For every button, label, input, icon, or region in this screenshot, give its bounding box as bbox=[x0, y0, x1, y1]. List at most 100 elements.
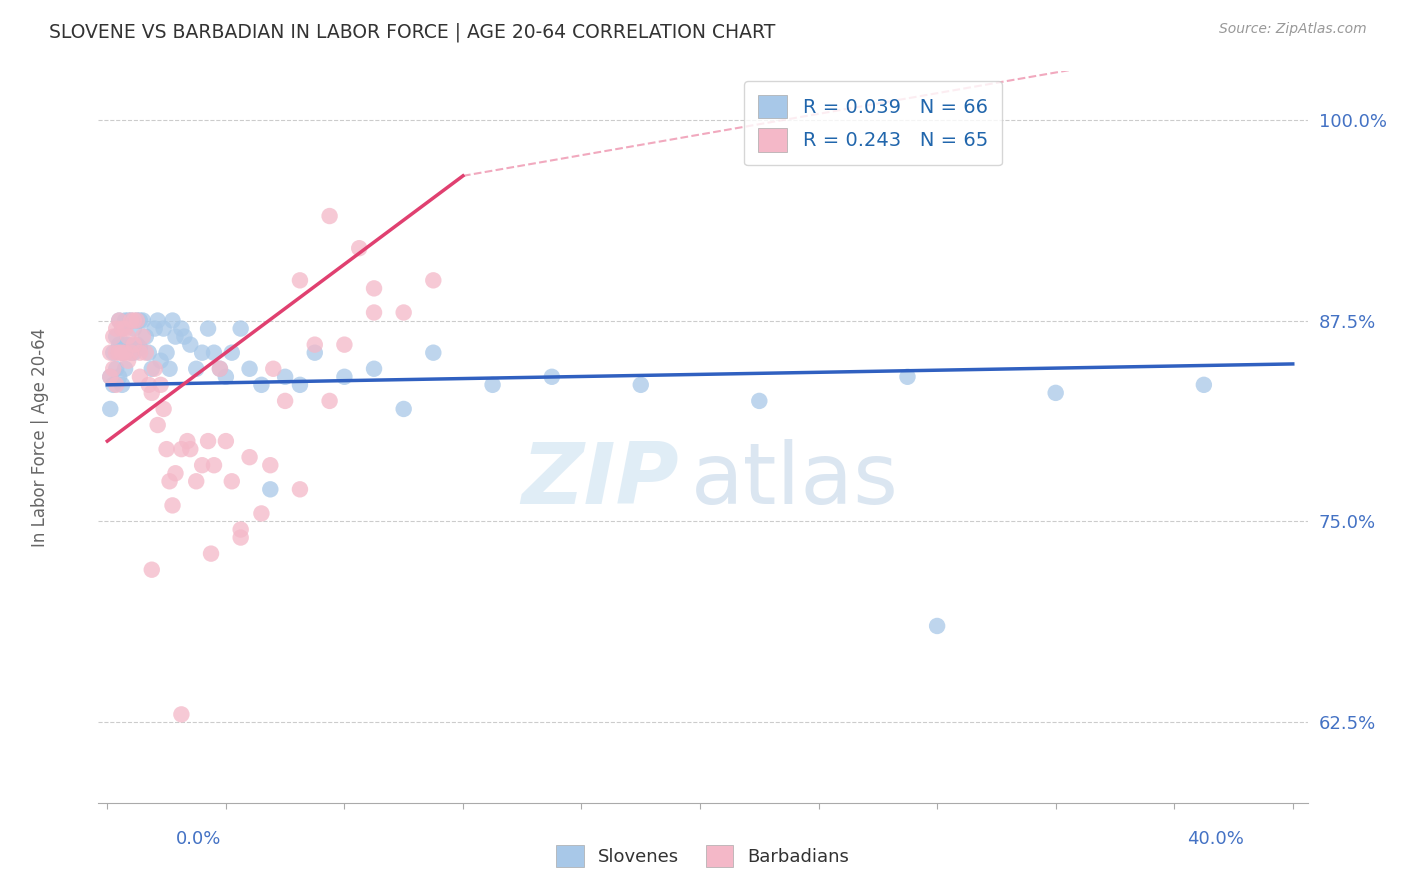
Point bbox=[105, 329, 128, 343]
Point bbox=[1045, 385, 1067, 400]
Point bbox=[1192, 377, 1215, 392]
Point bbox=[170, 707, 193, 722]
Point bbox=[927, 619, 949, 633]
Point bbox=[229, 531, 252, 545]
Point bbox=[274, 393, 297, 408]
Point bbox=[146, 313, 169, 327]
Point bbox=[262, 361, 284, 376]
Point bbox=[120, 345, 142, 359]
Point bbox=[191, 458, 214, 473]
Point bbox=[215, 434, 238, 449]
Point bbox=[117, 337, 139, 351]
Point bbox=[129, 313, 152, 327]
Point bbox=[239, 450, 262, 465]
Point bbox=[155, 442, 177, 457]
Point bbox=[120, 313, 142, 327]
Point bbox=[103, 345, 125, 359]
Point bbox=[111, 345, 134, 359]
Text: Source: ZipAtlas.com: Source: ZipAtlas.com bbox=[1219, 22, 1367, 37]
Point bbox=[141, 385, 163, 400]
Legend: Slovenes, Barbadians: Slovenes, Barbadians bbox=[550, 838, 856, 874]
Point bbox=[149, 353, 172, 368]
Point bbox=[288, 483, 311, 497]
Point bbox=[98, 369, 121, 384]
Point bbox=[481, 377, 503, 392]
Text: In Labor Force | Age 20-64: In Labor Force | Age 20-64 bbox=[31, 327, 49, 547]
Point bbox=[318, 393, 340, 408]
Point bbox=[138, 345, 160, 359]
Point bbox=[105, 361, 128, 376]
Point bbox=[250, 507, 273, 521]
Point bbox=[288, 273, 311, 287]
Point bbox=[122, 337, 145, 351]
Point bbox=[105, 377, 128, 392]
Point bbox=[111, 345, 134, 359]
Point bbox=[363, 281, 385, 295]
Point bbox=[259, 483, 281, 497]
Point bbox=[221, 345, 243, 359]
Point bbox=[162, 499, 184, 513]
Point bbox=[141, 361, 163, 376]
Text: 40.0%: 40.0% bbox=[1187, 830, 1244, 847]
Point bbox=[98, 401, 121, 416]
Point bbox=[179, 337, 201, 351]
Point bbox=[155, 345, 177, 359]
Point bbox=[176, 434, 198, 449]
Point bbox=[135, 329, 157, 343]
Text: SLOVENE VS BARBADIAN IN LABOR FORCE | AGE 20-64 CORRELATION CHART: SLOVENE VS BARBADIAN IN LABOR FORCE | AG… bbox=[49, 22, 776, 42]
Point bbox=[108, 337, 131, 351]
Point bbox=[108, 313, 131, 327]
Point bbox=[132, 313, 155, 327]
Point bbox=[197, 434, 219, 449]
Point bbox=[304, 345, 326, 359]
Point bbox=[186, 361, 208, 376]
Point bbox=[229, 321, 252, 335]
Text: ZIP: ZIP bbox=[522, 440, 679, 523]
Point bbox=[108, 369, 131, 384]
Point bbox=[288, 377, 311, 392]
Point bbox=[179, 442, 201, 457]
Point bbox=[98, 369, 121, 384]
Point bbox=[170, 442, 193, 457]
Point bbox=[202, 458, 225, 473]
Point bbox=[422, 345, 444, 359]
Point bbox=[117, 353, 139, 368]
Point bbox=[191, 345, 214, 359]
Point bbox=[259, 458, 281, 473]
Point bbox=[215, 369, 238, 384]
Point bbox=[540, 369, 562, 384]
Point bbox=[333, 369, 356, 384]
Point bbox=[146, 417, 169, 432]
Point bbox=[143, 321, 166, 335]
Point bbox=[392, 305, 415, 319]
Point bbox=[274, 369, 297, 384]
Point bbox=[197, 321, 219, 335]
Point bbox=[125, 337, 148, 351]
Point bbox=[114, 361, 136, 376]
Point bbox=[111, 377, 134, 392]
Point bbox=[630, 377, 652, 392]
Point bbox=[152, 321, 174, 335]
Point bbox=[114, 345, 136, 359]
Point bbox=[117, 313, 139, 327]
Point bbox=[129, 345, 152, 359]
Point bbox=[143, 361, 166, 376]
Point bbox=[304, 337, 326, 351]
Point bbox=[141, 563, 163, 577]
Point bbox=[129, 341, 152, 355]
Legend: R = 0.039   N = 66, R = 0.243   N = 65: R = 0.039 N = 66, R = 0.243 N = 65 bbox=[744, 81, 1001, 166]
Point bbox=[229, 523, 252, 537]
Point bbox=[748, 393, 770, 408]
Point bbox=[208, 361, 231, 376]
Point bbox=[138, 377, 160, 392]
Point bbox=[159, 475, 181, 489]
Point bbox=[114, 337, 136, 351]
Point bbox=[392, 401, 415, 416]
Point bbox=[98, 345, 121, 359]
Point bbox=[202, 345, 225, 359]
Point bbox=[165, 329, 187, 343]
Point bbox=[129, 369, 152, 384]
Point bbox=[318, 209, 340, 223]
Point bbox=[896, 369, 918, 384]
Point bbox=[347, 241, 370, 255]
